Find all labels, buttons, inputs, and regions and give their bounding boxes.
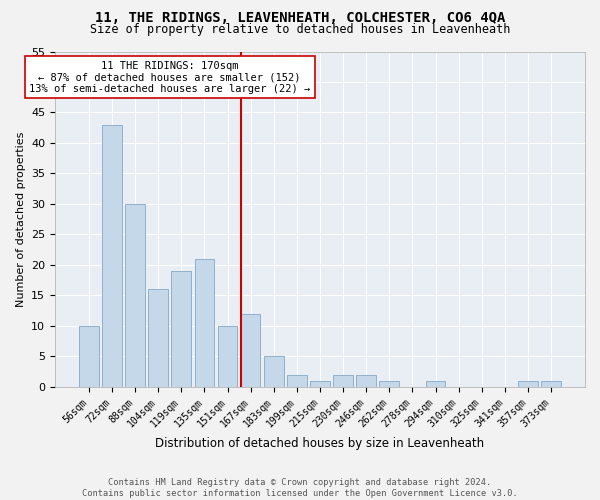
Bar xyxy=(241,314,260,387)
Bar xyxy=(102,124,122,387)
Text: Contains HM Land Registry data © Crown copyright and database right 2024.
Contai: Contains HM Land Registry data © Crown c… xyxy=(82,478,518,498)
Bar xyxy=(125,204,145,387)
Bar xyxy=(218,326,238,387)
Text: Size of property relative to detached houses in Leavenheath: Size of property relative to detached ho… xyxy=(90,24,510,36)
Bar xyxy=(264,356,284,387)
Bar xyxy=(518,381,538,387)
Bar xyxy=(425,381,445,387)
Text: 11, THE RIDINGS, LEAVENHEATH, COLCHESTER, CO6 4QA: 11, THE RIDINGS, LEAVENHEATH, COLCHESTER… xyxy=(95,12,505,26)
Bar xyxy=(379,381,399,387)
Bar xyxy=(287,374,307,387)
Bar xyxy=(541,381,561,387)
Bar xyxy=(310,381,330,387)
Bar xyxy=(79,326,98,387)
Bar xyxy=(148,290,168,387)
Bar xyxy=(333,374,353,387)
Bar xyxy=(194,259,214,387)
Bar xyxy=(356,374,376,387)
Y-axis label: Number of detached properties: Number of detached properties xyxy=(16,132,26,307)
Bar xyxy=(172,271,191,387)
Text: 11 THE RIDINGS: 170sqm
← 87% of detached houses are smaller (152)
13% of semi-de: 11 THE RIDINGS: 170sqm ← 87% of detached… xyxy=(29,60,310,94)
X-axis label: Distribution of detached houses by size in Leavenheath: Distribution of detached houses by size … xyxy=(155,437,485,450)
